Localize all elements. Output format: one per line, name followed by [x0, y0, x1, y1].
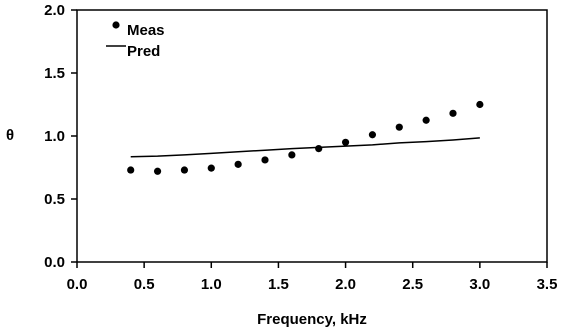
y-tick-label: 0.0	[44, 254, 65, 271]
series-meas-point	[234, 160, 242, 168]
x-tick-label: 0.5	[134, 276, 155, 293]
y-axis-ticks: 0.0 0.5 1.0 1.5 2.0	[44, 2, 77, 271]
legend-pred-label: Pred	[127, 43, 160, 60]
series-meas-point	[207, 164, 215, 172]
series-meas-point	[261, 156, 269, 164]
legend-meas-marker	[112, 21, 120, 29]
series-meas-point	[127, 166, 135, 174]
series-meas-point	[315, 145, 323, 153]
series-meas-point	[476, 100, 484, 109]
series-meas-point	[422, 116, 430, 124]
series-meas-point	[153, 167, 162, 175]
x-tick-label: 1.5	[268, 276, 289, 293]
x-tick-label: 0.0	[67, 276, 88, 293]
legend-meas-label: Meas	[127, 22, 165, 39]
x-axis-label: Frequency, kHz	[257, 311, 367, 328]
y-tick-label: 2.0	[44, 2, 65, 19]
series-meas-point	[449, 109, 457, 117]
x-tick-label: 3.0	[469, 276, 490, 293]
x-tick-label: 2.0	[335, 276, 356, 293]
y-axis-label: θ	[6, 127, 14, 144]
series-meas-point	[341, 138, 350, 146]
series-pred-line	[130, 137, 480, 158]
x-axis-ticks: 0.0 0.5 1.0 1.5 2.0 2.5 3.0 3.5	[67, 262, 558, 293]
series-meas-point	[180, 166, 189, 174]
series-meas-point	[368, 131, 377, 139]
x-tick-label: 3.5	[537, 276, 558, 293]
series-meas-point	[288, 151, 296, 159]
x-tick-label: 2.5	[402, 276, 423, 293]
legend: Meas Pred	[106, 21, 165, 60]
y-tick-label: 1.5	[44, 65, 65, 82]
y-tick-label: 0.5	[44, 191, 65, 208]
x-tick-label: 1.0	[201, 276, 222, 293]
y-tick-label: 1.0	[44, 128, 65, 145]
series-meas-point	[395, 123, 403, 131]
series-layer	[127, 100, 484, 175]
